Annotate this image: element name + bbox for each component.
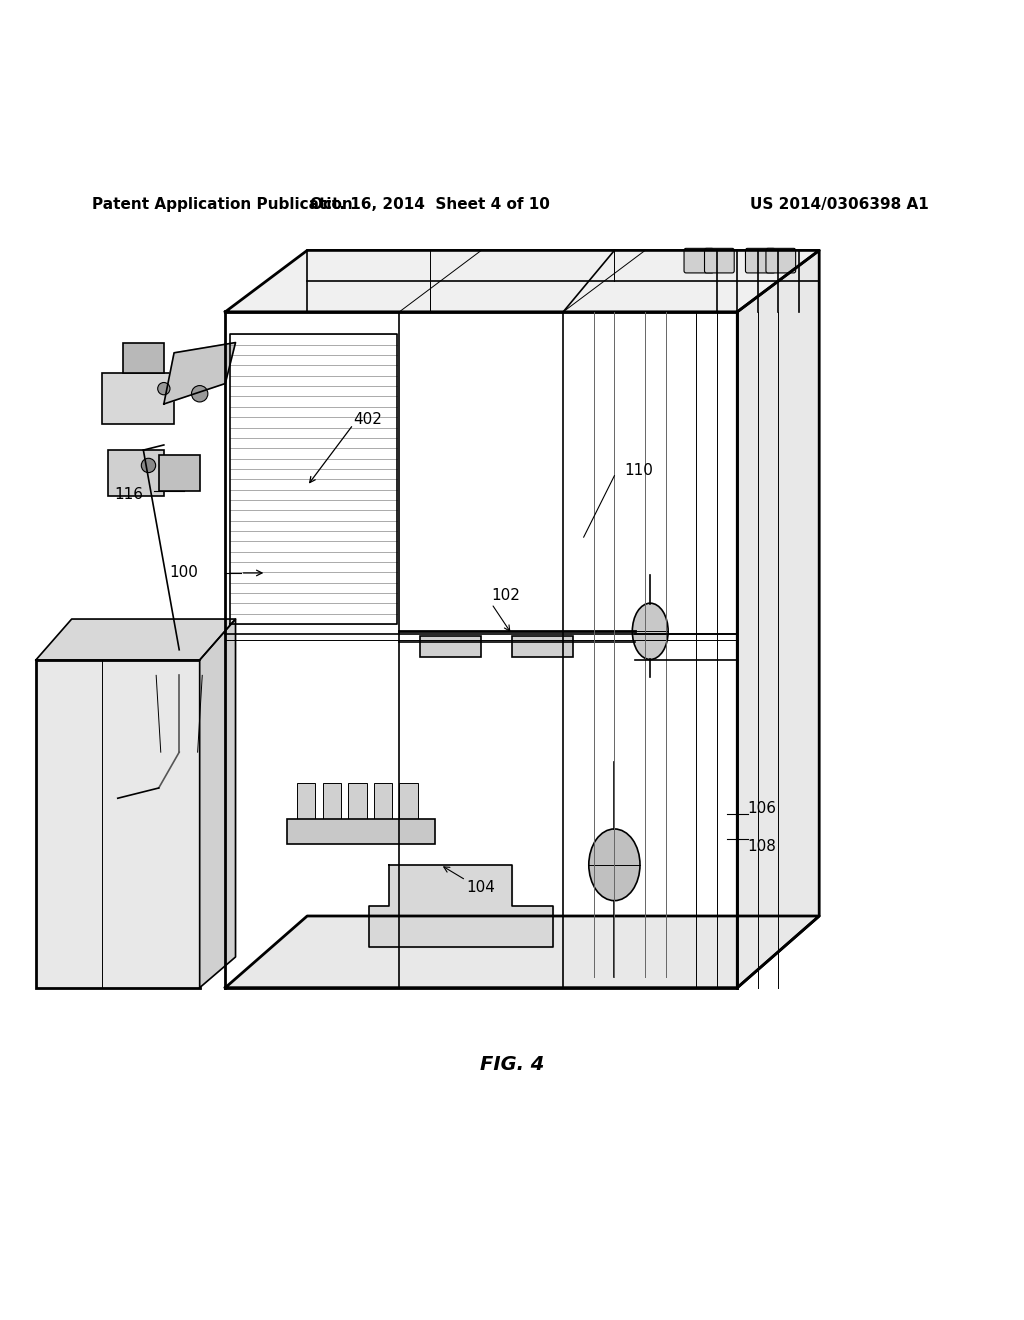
Ellipse shape [589,829,640,900]
Text: 116: 116 [115,487,143,502]
Circle shape [140,770,177,807]
Text: Patent Application Publication: Patent Application Publication [92,197,353,211]
Bar [512,636,573,657]
Bar [123,343,164,374]
Text: FIG. 4: FIG. 4 [480,1055,544,1074]
Polygon shape [36,619,236,660]
FancyBboxPatch shape [745,248,775,273]
Bar [323,783,341,824]
Text: 100: 100 [169,565,198,581]
Bar [108,450,164,496]
Text: 102: 102 [492,587,520,603]
Circle shape [141,458,156,473]
Polygon shape [737,251,819,987]
FancyBboxPatch shape [766,248,796,273]
Text: 106: 106 [748,801,776,816]
Bar [287,818,435,845]
Text: US 2014/0306398 A1: US 2014/0306398 A1 [751,197,929,211]
Polygon shape [225,916,819,987]
Polygon shape [369,865,553,946]
Bar [36,660,200,987]
Bar [374,783,392,824]
Circle shape [159,731,200,772]
Text: 110: 110 [625,463,653,478]
Bar [348,783,367,824]
Circle shape [158,383,170,395]
FancyBboxPatch shape [684,248,714,273]
Ellipse shape [633,603,668,660]
Text: 104: 104 [466,880,495,895]
Bar [420,636,481,657]
Circle shape [191,385,208,403]
Bar [102,374,174,425]
Circle shape [154,649,205,701]
Bar [159,455,200,491]
Text: 402: 402 [353,412,382,426]
FancyBboxPatch shape [705,248,734,273]
Text: Oct. 16, 2014  Sheet 4 of 10: Oct. 16, 2014 Sheet 4 of 10 [310,197,550,211]
Polygon shape [225,251,819,312]
Bar [297,783,315,824]
Polygon shape [200,619,236,987]
Text: 108: 108 [748,840,776,854]
Bar [399,783,418,824]
Polygon shape [164,343,236,404]
